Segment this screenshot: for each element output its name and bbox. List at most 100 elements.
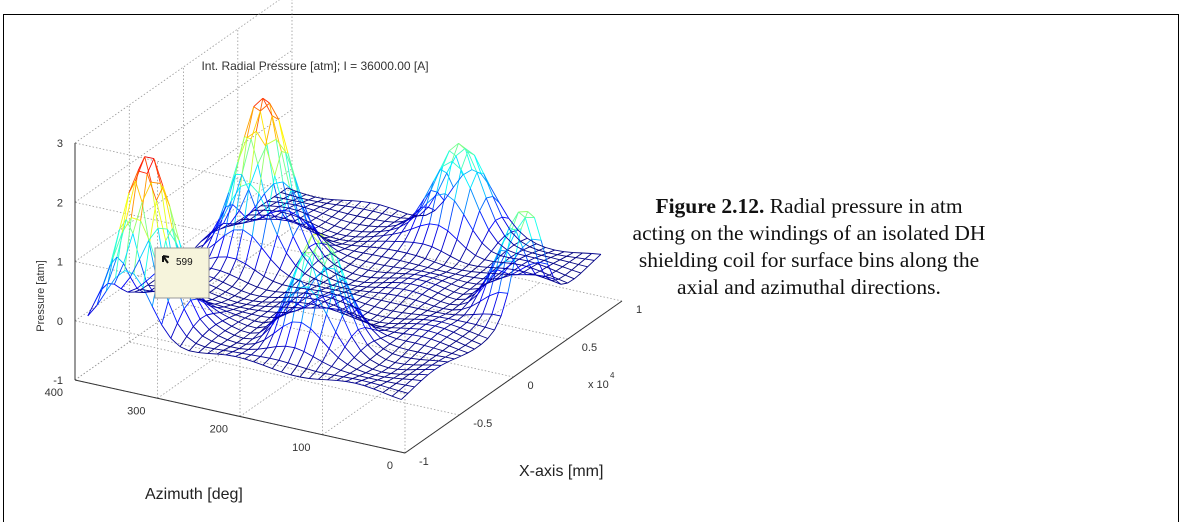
mesh-line — [449, 345, 459, 350]
mesh-line — [250, 332, 260, 334]
mesh-line — [170, 337, 181, 347]
mesh-line — [105, 277, 116, 292]
mesh-line — [413, 241, 423, 245]
mesh-line — [480, 338, 489, 345]
mesh-line — [388, 367, 398, 370]
mesh-line — [233, 306, 241, 310]
mesh-line — [307, 286, 318, 298]
mesh-line — [364, 327, 375, 342]
mesh-line — [480, 173, 491, 187]
mesh-line — [234, 136, 245, 175]
mesh-line — [405, 269, 413, 275]
mesh-line — [141, 182, 152, 203]
mesh-line — [424, 246, 433, 259]
mesh-line — [292, 236, 303, 256]
mesh-line — [373, 384, 381, 390]
mesh-line — [364, 281, 374, 284]
mesh-line — [387, 331, 395, 337]
mesh-line — [87, 305, 98, 317]
mesh-line — [215, 324, 226, 332]
mesh-line — [151, 181, 161, 184]
mesh-line — [345, 200, 353, 207]
mesh-line — [282, 275, 290, 285]
mesh-line — [390, 258, 401, 262]
mesh-line — [437, 333, 447, 338]
mesh-line — [514, 269, 525, 273]
mesh-line — [330, 297, 341, 302]
mesh-line — [231, 325, 242, 331]
mesh-line — [236, 258, 246, 265]
mesh-line — [429, 311, 437, 317]
mesh-line — [370, 314, 378, 321]
mesh-line — [258, 309, 268, 313]
mesh-line — [460, 151, 469, 170]
mesh-line — [390, 301, 400, 305]
mesh-line — [432, 316, 440, 321]
datatip[interactable]: 599 — [154, 247, 210, 299]
mesh-line — [389, 387, 399, 392]
grid-line — [237, 265, 568, 340]
mesh-line — [529, 261, 539, 266]
mesh-line — [250, 293, 261, 297]
mesh-line — [315, 243, 326, 257]
mesh-line — [400, 323, 408, 329]
mesh-line — [245, 236, 253, 265]
mesh-line — [249, 327, 258, 334]
mesh-line — [528, 260, 538, 265]
mesh-line — [476, 278, 484, 285]
mesh-line — [421, 336, 432, 340]
mesh-line — [526, 237, 537, 245]
mesh-line — [357, 215, 367, 219]
mesh-line — [326, 202, 337, 206]
mesh-line — [456, 214, 465, 240]
mesh-line — [299, 224, 310, 248]
mesh-line — [437, 191, 445, 201]
mesh-line — [452, 260, 460, 269]
mesh-line — [497, 235, 506, 244]
mesh-line — [374, 306, 384, 310]
mesh-line — [340, 369, 351, 374]
mesh-line — [384, 373, 392, 378]
mesh-line — [400, 392, 409, 400]
mesh-line — [243, 293, 251, 300]
mesh-line — [128, 170, 139, 194]
mesh-line — [475, 242, 483, 256]
mesh-line — [285, 321, 293, 347]
mesh-line — [197, 298, 205, 303]
mesh-line — [312, 338, 321, 357]
mesh-line — [258, 145, 266, 194]
mesh-line — [439, 274, 449, 278]
mesh-line — [492, 277, 502, 280]
mesh-line — [345, 277, 356, 282]
mesh-line — [405, 379, 413, 386]
mesh-line — [480, 266, 488, 273]
mesh-line — [436, 308, 444, 313]
mesh-line — [389, 226, 400, 231]
mesh-line — [525, 255, 536, 259]
mesh-line — [351, 244, 361, 247]
mesh-line — [402, 373, 410, 380]
mesh-line — [282, 321, 293, 327]
mesh-line — [356, 368, 367, 374]
mesh-line — [455, 155, 464, 176]
mesh-line — [367, 236, 375, 242]
mesh-line — [498, 273, 509, 275]
mesh-line — [415, 294, 423, 301]
mesh-line — [235, 352, 243, 357]
mesh-line — [354, 250, 364, 254]
mesh-line — [334, 374, 344, 378]
mesh-line — [379, 359, 387, 366]
mesh-line — [442, 350, 453, 354]
mesh-line — [489, 272, 500, 275]
mesh-line — [394, 232, 403, 242]
mesh-line — [210, 256, 219, 269]
mesh-line — [286, 220, 297, 224]
mesh-line — [332, 239, 340, 242]
mesh-line — [476, 172, 487, 199]
mesh-line — [266, 281, 274, 291]
mesh-line — [327, 379, 337, 381]
mesh-line — [382, 213, 392, 217]
mesh-line — [360, 240, 368, 247]
mesh-line — [279, 206, 289, 209]
mesh-line — [342, 199, 353, 202]
